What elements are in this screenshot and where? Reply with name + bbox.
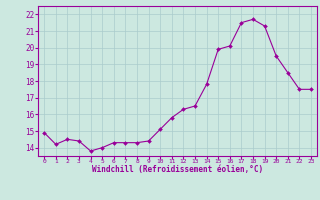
X-axis label: Windchill (Refroidissement éolien,°C): Windchill (Refroidissement éolien,°C) bbox=[92, 165, 263, 174]
